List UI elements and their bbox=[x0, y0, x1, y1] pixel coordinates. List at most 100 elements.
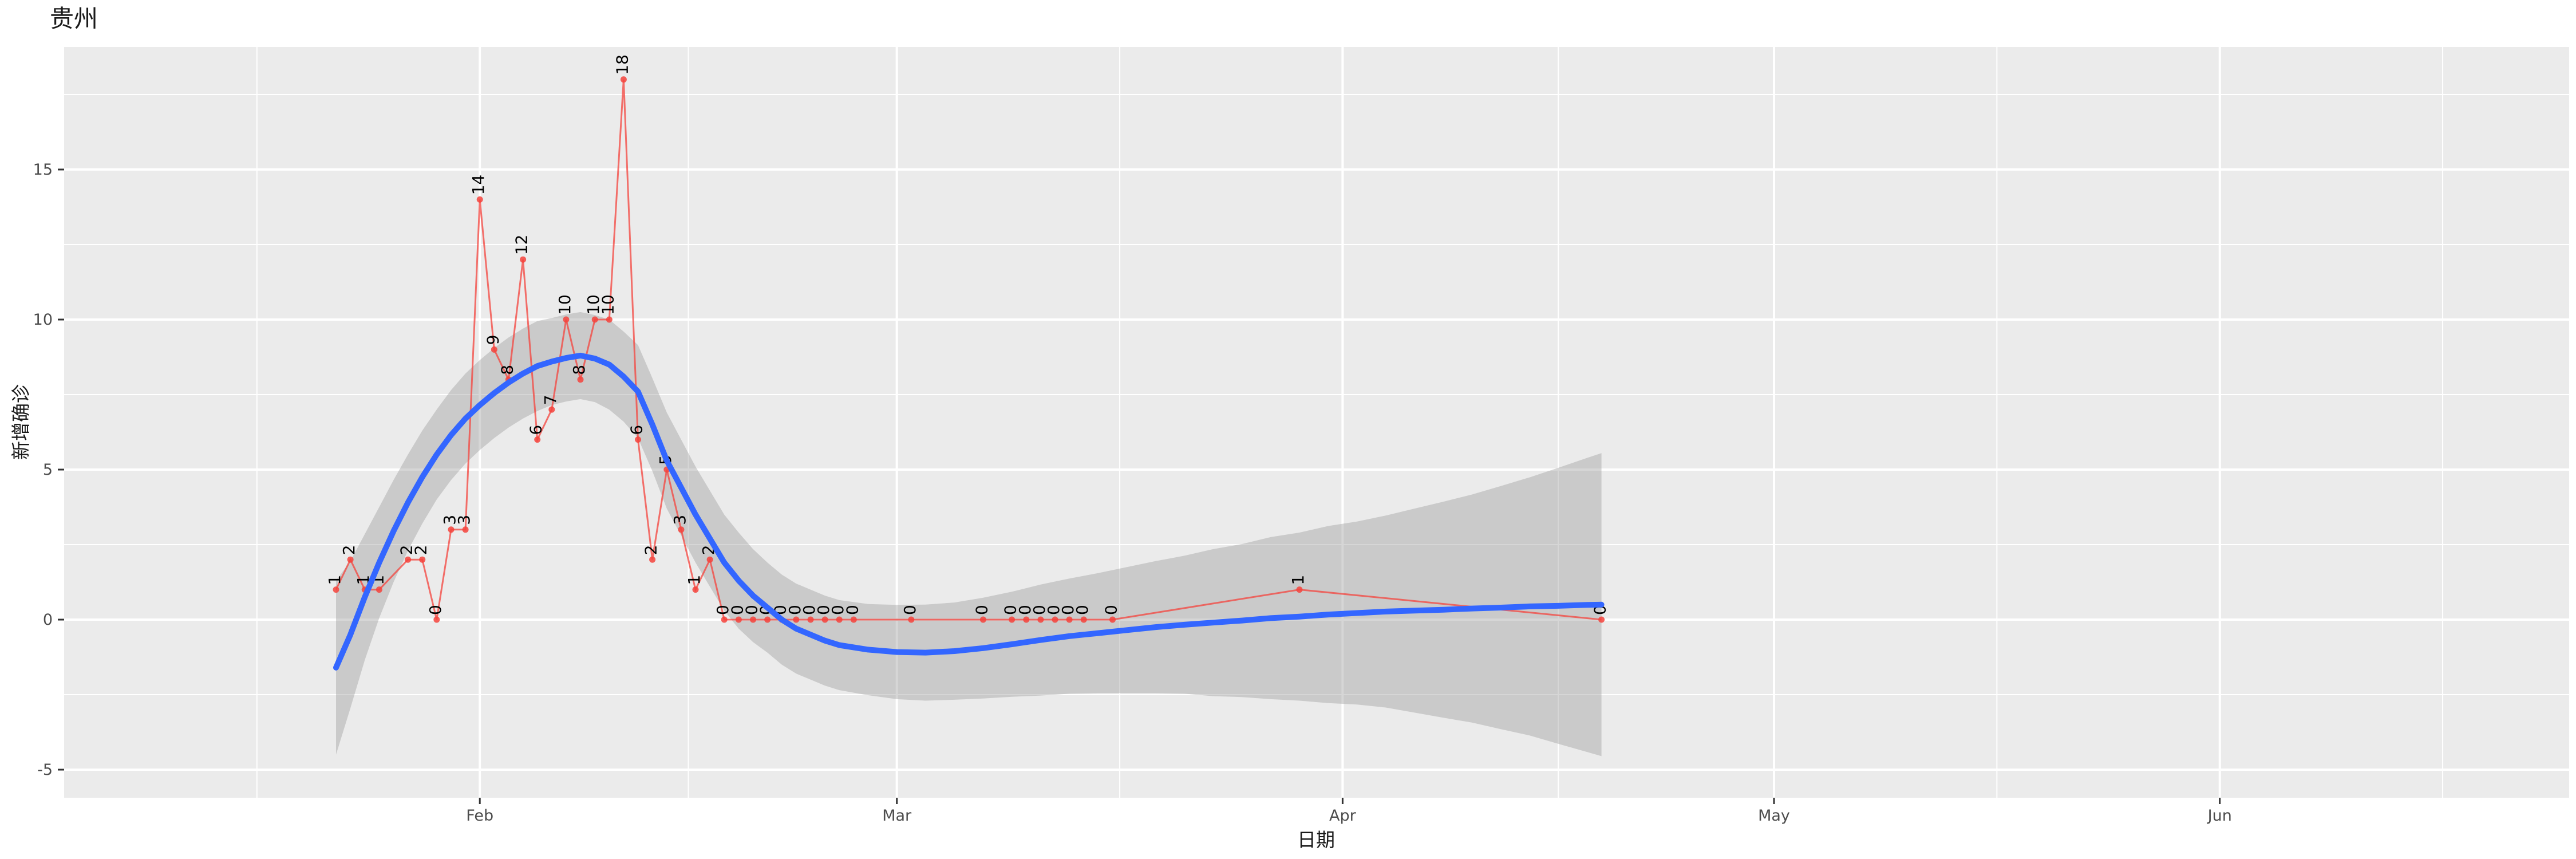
point-label: 0 bbox=[713, 605, 732, 615]
point-label: 1 bbox=[1289, 575, 1307, 585]
point-label: 0 bbox=[1030, 605, 1049, 615]
point-label: 6 bbox=[527, 425, 546, 435]
data-point bbox=[807, 616, 814, 623]
point-label: 1 bbox=[325, 575, 344, 585]
data-point bbox=[850, 616, 857, 623]
point-label: 8 bbox=[570, 365, 588, 375]
point-label: 0 bbox=[972, 605, 991, 615]
point-label: 12 bbox=[512, 235, 531, 255]
data-point bbox=[462, 526, 469, 533]
x-tick-label: Mar bbox=[882, 807, 912, 825]
point-label: 14 bbox=[469, 175, 488, 195]
data-point bbox=[1598, 616, 1605, 623]
x-tick-label: May bbox=[1758, 807, 1790, 825]
point-label: 0 bbox=[728, 605, 746, 615]
x-tick-label: Jun bbox=[2207, 807, 2232, 825]
data-point bbox=[1009, 616, 1016, 623]
point-label: 2 bbox=[642, 545, 661, 555]
y-axis-title: 新增确诊 bbox=[10, 384, 32, 460]
point-label: 0 bbox=[1073, 605, 1092, 615]
data-point bbox=[534, 436, 541, 443]
point-label: 0 bbox=[828, 605, 847, 615]
x-axis-title: 日期 bbox=[1297, 829, 1335, 851]
data-point bbox=[606, 316, 613, 323]
data-point bbox=[591, 316, 598, 323]
data-point bbox=[1023, 616, 1030, 623]
smooth-line bbox=[333, 352, 1605, 671]
data-point bbox=[649, 556, 656, 563]
point-label: 0 bbox=[1016, 605, 1034, 615]
point-label: 3 bbox=[670, 515, 689, 525]
point-label: 1 bbox=[685, 575, 704, 585]
y-tick-label: -5 bbox=[37, 761, 53, 779]
data-point bbox=[1080, 616, 1087, 623]
data-point bbox=[706, 556, 713, 563]
data-point bbox=[1037, 616, 1044, 623]
point-label: 0 bbox=[1058, 605, 1077, 615]
data-point bbox=[692, 586, 699, 593]
data-point bbox=[419, 556, 426, 563]
data-point bbox=[1066, 616, 1073, 623]
point-label: 0 bbox=[1001, 605, 1020, 615]
point-label: 8 bbox=[497, 365, 516, 375]
data-point bbox=[376, 586, 382, 593]
point-label: 0 bbox=[800, 605, 819, 615]
data-point bbox=[433, 616, 440, 623]
point-label: 0 bbox=[843, 605, 862, 615]
y-tick-label: 5 bbox=[43, 461, 53, 479]
point-label: 18 bbox=[613, 54, 631, 75]
point-label: 0 bbox=[814, 605, 833, 615]
data-point bbox=[1109, 616, 1116, 623]
point-label: 2 bbox=[412, 545, 430, 555]
data-point bbox=[405, 556, 412, 563]
data-point bbox=[476, 196, 483, 203]
y-tick-label: 15 bbox=[33, 161, 53, 179]
point-label: 2 bbox=[339, 545, 358, 555]
plot-area: 1211220331498126710810101862531200000000… bbox=[33, 47, 2569, 825]
data-point bbox=[1296, 586, 1303, 593]
point-label: 0 bbox=[742, 605, 761, 615]
data-point bbox=[577, 376, 584, 383]
data-point bbox=[678, 526, 685, 533]
point-label: 0 bbox=[785, 605, 804, 615]
data-point bbox=[908, 616, 915, 623]
point-label: 10 bbox=[598, 294, 617, 315]
point-label: 10 bbox=[584, 294, 603, 315]
point-label: 6 bbox=[627, 425, 646, 435]
point-label: 3 bbox=[455, 515, 473, 525]
data-point bbox=[520, 256, 527, 263]
point-label: 2 bbox=[397, 545, 416, 555]
data-point bbox=[821, 616, 828, 623]
point-label: 3 bbox=[440, 515, 459, 525]
data-point bbox=[563, 316, 570, 323]
data-point bbox=[620, 76, 627, 83]
point-label: 0 bbox=[900, 605, 919, 615]
data-point bbox=[1052, 616, 1058, 623]
data-point bbox=[548, 406, 555, 413]
point-label: 9 bbox=[483, 335, 502, 345]
data-point bbox=[750, 616, 756, 623]
data-point bbox=[635, 436, 641, 443]
panel-background bbox=[64, 47, 2569, 798]
x-tick-label: Apr bbox=[1329, 807, 1357, 825]
data-point bbox=[979, 616, 986, 623]
point-label: 10 bbox=[555, 294, 574, 315]
data-point bbox=[491, 346, 497, 353]
data-point bbox=[721, 616, 728, 623]
data-point bbox=[347, 556, 354, 563]
data-point bbox=[793, 616, 800, 623]
point-label: 0 bbox=[426, 605, 445, 615]
data-point bbox=[764, 616, 771, 623]
point-label: 0 bbox=[1102, 605, 1121, 615]
point-label: 0 bbox=[1044, 605, 1063, 615]
point-label: 7 bbox=[541, 395, 560, 405]
y-tick-label: 10 bbox=[33, 311, 53, 329]
chart-title: 贵州 bbox=[50, 5, 98, 33]
data-point bbox=[735, 616, 742, 623]
data-point bbox=[836, 616, 843, 623]
x-tick-label: Feb bbox=[466, 807, 493, 825]
data-point bbox=[448, 526, 455, 533]
data-point bbox=[333, 586, 339, 593]
y-tick-label: 0 bbox=[43, 611, 53, 629]
